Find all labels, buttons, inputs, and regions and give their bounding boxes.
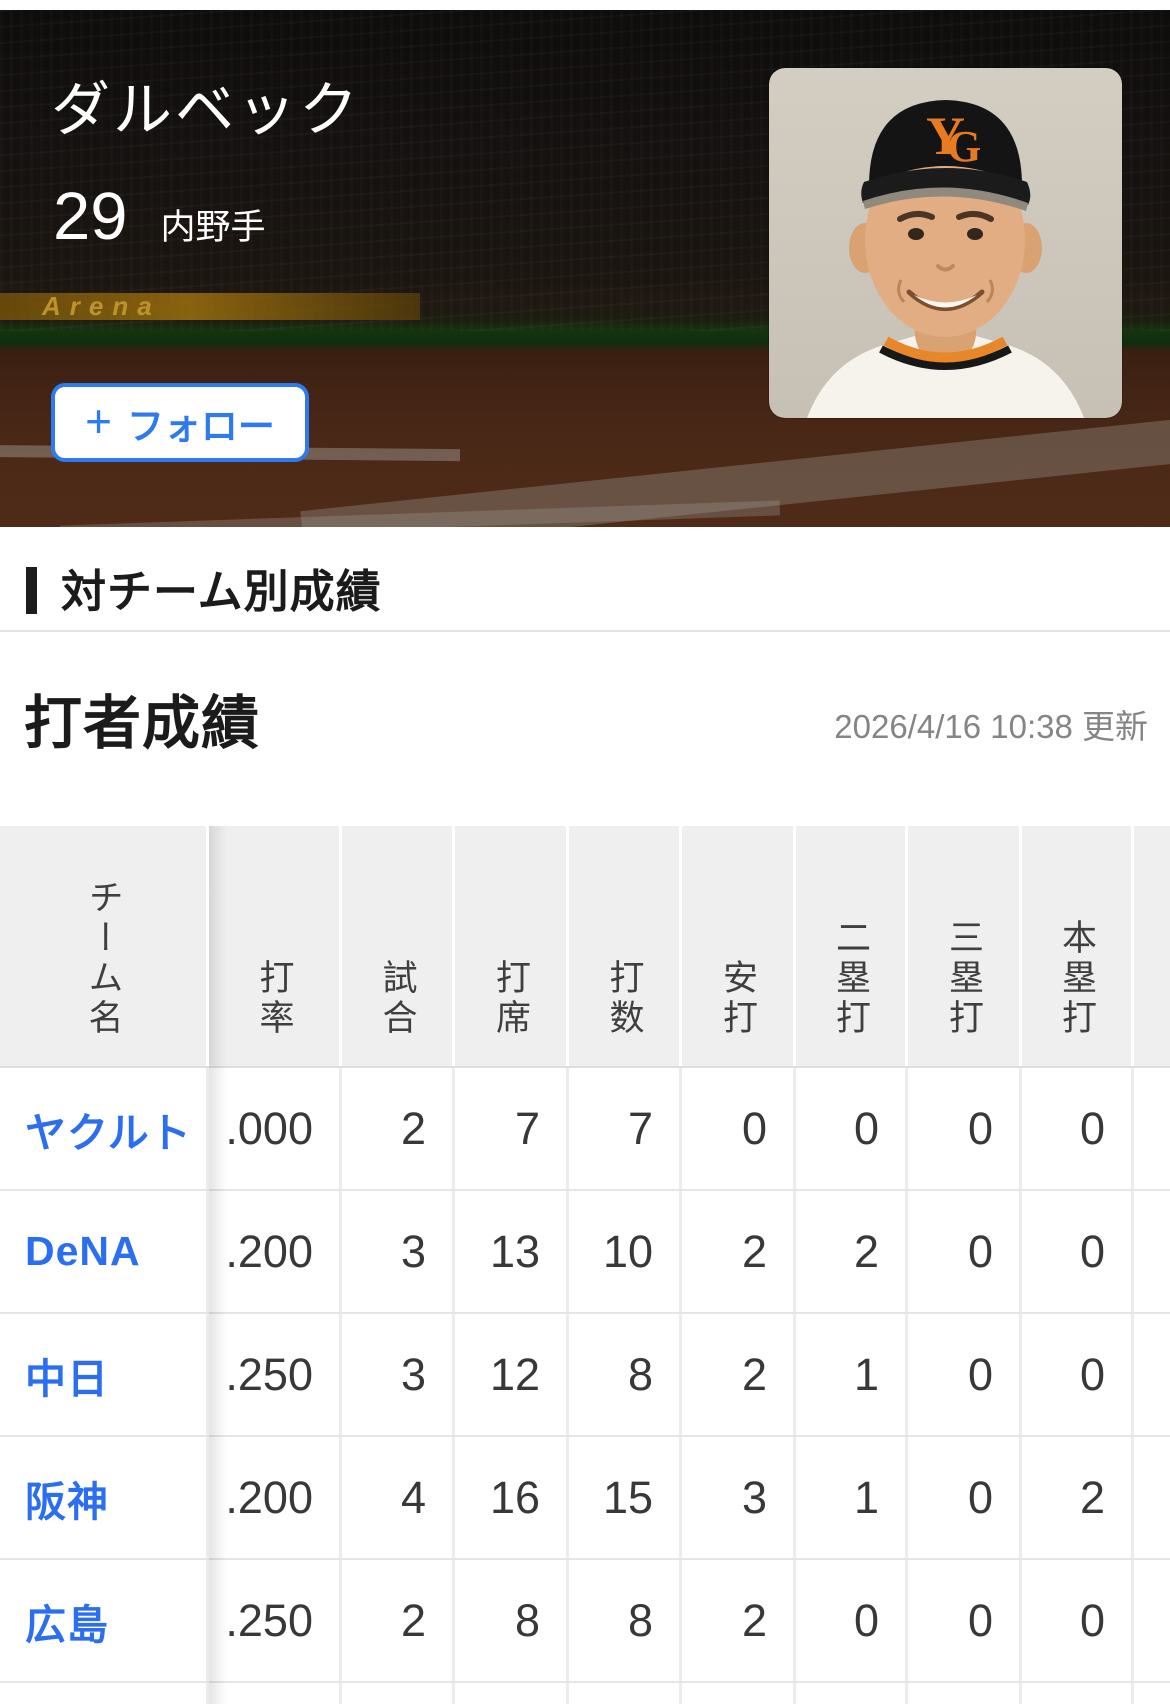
stat-cell: 2 [682, 1560, 796, 1681]
arena-ad-banner: Arena [0, 293, 420, 320]
team-link[interactable]: 中日 [25, 1355, 109, 1402]
team-cell: 広島 [0, 1560, 209, 1681]
stat-cell: 3 [682, 1437, 796, 1558]
stat-cell: 3 [342, 1314, 455, 1435]
stat-cell: 0 [908, 1191, 1022, 1312]
table-row-hiroshima: 広島 .250 2 8 8 2 0 0 0 [0, 1560, 1170, 1683]
col-header-avg: 打率 [209, 826, 342, 1066]
stat-cell: .200 [209, 1191, 342, 1312]
stat-cell: 0 [1022, 1191, 1134, 1312]
stat-cell: 0 [908, 1437, 1022, 1558]
stats-table[interactable]: チーム名 打率 試合 打席 打数 安打 二塁打 三塁打 本塁打 ヤクルト .00… [0, 826, 1170, 1704]
stat-cell: .250 [209, 1560, 342, 1681]
col-header-doubles: 二塁打 [796, 826, 908, 1066]
team-link[interactable]: 阪神 [25, 1478, 109, 1525]
stat-cell: 7 [455, 1068, 569, 1189]
stat-cell: 0 [796, 1068, 908, 1189]
stat-cell: 13 [455, 1191, 569, 1312]
stat-cell-partial [1134, 1191, 1170, 1312]
stat-cell: 0 [1022, 1314, 1134, 1435]
table-row-hanshin: 阪神 .200 4 16 15 3 1 0 2 [0, 1437, 1170, 1560]
col-header-hits: 安打 [682, 826, 796, 1066]
stat-cell: .250 [209, 1314, 342, 1435]
stat-cell: 1 [796, 1437, 908, 1558]
stat-cell: .200 [209, 1437, 342, 1558]
batter-results-title: 打者成績 [24, 691, 261, 756]
col-header-pa: 打席 [455, 826, 569, 1066]
stat-cell: 4 [342, 1437, 455, 1558]
stat-cell: 12 [455, 1314, 569, 1435]
follow-button-label: フォロー [126, 405, 275, 447]
col-header-triples: 三塁打 [908, 826, 1022, 1066]
section-title-vs-team: 対チーム別成績 [61, 566, 382, 617]
table-row-dena: DeNA .200 3 13 10 2 2 0 0 [0, 1191, 1170, 1314]
stat-cell: 2 [342, 1068, 455, 1189]
stat-cell: 0 [1022, 1068, 1134, 1189]
svg-text:Y: Y [926, 106, 965, 166]
stat-cell: 0 [796, 1560, 908, 1681]
svg-text:G: G [947, 122, 981, 171]
section-divider [0, 630, 1170, 632]
stat-cell: 2 [342, 1560, 455, 1681]
stat-cell: 3 [342, 1191, 455, 1312]
team-cell: 中日 [0, 1314, 209, 1435]
stat-cell-partial [1134, 1560, 1170, 1681]
stat-cell: 8 [569, 1314, 682, 1435]
team-cell: 阪神 [0, 1437, 209, 1558]
col-header-ab: 打数 [569, 826, 682, 1066]
table-row-chunichi: 中日 .250 3 12 8 2 1 0 0 [0, 1314, 1170, 1437]
stat-cell: 7 [569, 1068, 682, 1189]
player-portrait-illustration: Y G [769, 68, 1122, 418]
player-position: 内野手 [160, 208, 266, 247]
stat-cell: 0 [908, 1068, 1022, 1189]
stat-cell: 0 [682, 1068, 796, 1189]
stat-cell: 0 [908, 1314, 1022, 1435]
team-cell: ヤクルト [0, 1068, 209, 1189]
stat-cell: 0 [908, 1560, 1022, 1681]
stat-cell: 15 [569, 1437, 682, 1558]
section-accent-bar [26, 567, 37, 614]
col-header-hr: 本塁打 [1022, 826, 1134, 1066]
stat-cell-partial [1134, 1437, 1170, 1558]
table-header-row: チーム名 打率 試合 打席 打数 安打 二塁打 三塁打 本塁打 [0, 826, 1170, 1068]
stat-cell: 2 [682, 1314, 796, 1435]
player-number-line: 29 内野手 [53, 178, 266, 255]
player-number: 29 [53, 179, 128, 254]
player-name: ダルベック [51, 77, 362, 143]
team-cell: DeNA [0, 1191, 209, 1312]
table-row-partial [0, 1683, 1170, 1704]
col-header-partial [1134, 826, 1170, 1066]
player-photo: Y G [769, 68, 1122, 418]
stat-cell: 8 [455, 1560, 569, 1681]
stat-cell-partial [1134, 1314, 1170, 1435]
follow-button[interactable]: + フォロー [51, 383, 309, 462]
stat-cell: 16 [455, 1437, 569, 1558]
stat-cell: 10 [569, 1191, 682, 1312]
col-header-team: チーム名 [0, 826, 209, 1066]
stat-cell: 2 [682, 1191, 796, 1312]
col-header-games: 試合 [342, 826, 455, 1066]
table-row-yakult: ヤクルト .000 2 7 7 0 0 0 0 [0, 1068, 1170, 1191]
team-link[interactable]: 広島 [25, 1601, 109, 1648]
stat-cell: 0 [1022, 1560, 1134, 1681]
stat-cell: 8 [569, 1560, 682, 1681]
stat-cell: 2 [1022, 1437, 1134, 1558]
stat-cell: 2 [796, 1191, 908, 1312]
team-link[interactable]: DeNA [25, 1228, 141, 1274]
stat-cell-partial [1134, 1068, 1170, 1189]
stat-cell: .000 [209, 1068, 342, 1189]
team-link[interactable]: ヤクルト [25, 1109, 192, 1156]
hero-banner: Arena ダルベック 29 内野手 + フォロー [0, 10, 1170, 527]
plus-icon: + [85, 394, 112, 447]
stat-cell: 1 [796, 1314, 908, 1435]
updated-timestamp: 2026/4/16 10:38 更新 [834, 708, 1148, 745]
